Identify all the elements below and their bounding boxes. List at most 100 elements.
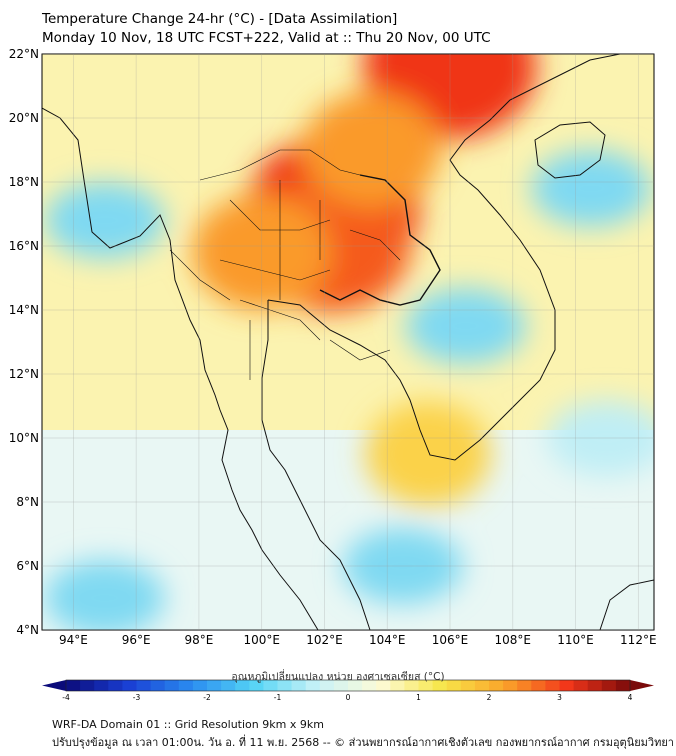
longitude-label: 102°E <box>306 633 343 647</box>
colorbar-segment <box>489 680 504 691</box>
province-lines <box>169 149 401 380</box>
latitude-label: 6°N <box>16 559 39 573</box>
colorbar-segment <box>531 680 546 691</box>
cold-anomaly <box>546 400 654 476</box>
latitude-label: 12°N <box>9 367 39 381</box>
colorbar-segment <box>559 680 575 691</box>
colorbar-max-extend <box>630 680 654 691</box>
footer-credits: ปรับปรุงข้อมูล ณ เวลา 01:00น. วัน อ. ที่… <box>52 736 674 749</box>
warm-anomaly <box>301 92 442 208</box>
colorbar-segment <box>348 680 363 691</box>
cold-anomaly <box>531 150 652 227</box>
colorbar-tick-label: 3 <box>557 693 562 702</box>
cold-anomaly <box>44 182 165 259</box>
longitude-label: 100°E <box>243 633 280 647</box>
longitude-label: 106°E <box>432 633 469 647</box>
coastlines <box>42 54 654 630</box>
colorbar-tick-label: 1 <box>416 693 421 702</box>
colorbar-segment <box>221 680 236 691</box>
colorbar-segment <box>291 680 307 691</box>
colorbar-segment <box>474 680 490 691</box>
colorbar-segment <box>94 680 109 691</box>
colorbar-segment <box>432 680 448 691</box>
colorbar-title: อุณหภูมิเปลี่ยนแปลง หน่วย องศาเซลเซียส (… <box>231 671 445 683</box>
latitude-label: 8°N <box>16 495 39 509</box>
warm-anomaly <box>365 401 491 507</box>
latitude-labels: 22°N 20°N 18°N 16°N 14°N 12°N 10°N 8°N 6°N 4°N <box>9 47 39 637</box>
graticule <box>42 54 654 630</box>
colorbar-segment <box>333 680 349 691</box>
longitude-label: 104°E <box>369 633 406 647</box>
colorbar-segment <box>207 680 222 691</box>
colorbar-tick-label: 0 <box>346 693 351 702</box>
colorbar-tick-label: -2 <box>203 693 211 702</box>
colorbar-tick-label: -4 <box>62 693 70 702</box>
colorbar: -4 -3 -2 -1 0 1 2 3 4 <box>42 679 654 702</box>
longitude-labels: 94°E 96°E 98°E 100°E 102°E 104°E 106°E 108°E 110… <box>59 633 657 647</box>
colorbar-segment <box>178 680 194 691</box>
colorbar-segment <box>390 680 405 691</box>
colorbar-segment <box>503 680 518 691</box>
latitude-label: 18°N <box>9 175 39 189</box>
colorbar-tick-label: -3 <box>133 693 141 702</box>
latitude-label: 10°N <box>9 431 39 445</box>
east-coastline <box>261 300 371 630</box>
colorbar-segment <box>517 680 532 691</box>
colorbar-segment <box>66 680 81 691</box>
cold-anomaly <box>342 528 463 604</box>
gulf-coast <box>267 54 621 461</box>
colorbar-segment <box>235 680 250 691</box>
colorbar-segment <box>277 680 293 691</box>
latitude-label: 16°N <box>9 239 39 253</box>
colorbar-segment <box>376 680 391 691</box>
thailand-laos-border <box>319 174 441 306</box>
longitude-label: 112°E <box>620 633 657 647</box>
colorbar-segment <box>446 680 462 691</box>
colorbar-segment <box>150 680 166 691</box>
west-coastline <box>42 107 319 630</box>
colorbar-segment <box>108 680 123 691</box>
colorbar-segment <box>545 680 560 691</box>
hainan-island <box>534 121 606 179</box>
colorbar-segment <box>319 680 335 691</box>
colorbar-tick-label: 4 <box>628 693 633 702</box>
longitude-label: 108°E <box>495 633 532 647</box>
colorbar-segment <box>122 680 137 691</box>
colorbar-segment <box>601 680 617 691</box>
map-title: Temperature Change 24-hr (°C) - [Data As… <box>42 11 398 27</box>
colorbar-segment <box>263 680 278 691</box>
colorbar-segment <box>192 680 208 691</box>
colorbar-segment <box>305 680 321 691</box>
colorbar-segment <box>164 680 180 691</box>
cold-anomaly <box>405 288 526 364</box>
colorbar-tick-label: -1 <box>274 693 282 702</box>
map-frame <box>41 53 655 631</box>
longitude-label: 98°E <box>184 633 213 647</box>
colorbar-segment <box>418 680 434 691</box>
colorbar-segment <box>249 680 264 691</box>
warm-anomaly <box>192 194 332 311</box>
colorbar-segment <box>573 680 589 691</box>
colorbar-segment <box>80 680 95 691</box>
latitude-label: 4°N <box>16 623 39 637</box>
latitude-label: 14°N <box>9 303 39 317</box>
longitude-label: 110°E <box>557 633 594 647</box>
latitude-label: 20°N <box>9 111 39 125</box>
borneo-coast <box>599 579 654 630</box>
latitude-label: 22°N <box>9 47 39 61</box>
footer-domain-info: WRF-DA Domain 01 :: Grid Resolution 9km … <box>52 718 324 731</box>
colorbar-min-extend <box>42 680 66 691</box>
map-subtitle: Monday 10 Nov, 18 UTC FCST+222, Valid at… <box>42 30 491 46</box>
colorbar-segment <box>404 680 419 691</box>
colorbar-segment <box>362 680 377 691</box>
colorbar-tick-label: 2 <box>487 693 492 702</box>
colorbar-segment <box>587 680 603 691</box>
anomaly-field <box>42 54 654 630</box>
longitude-label: 94°E <box>59 633 88 647</box>
colorbar-segment <box>460 680 476 691</box>
colorbar-segment <box>136 680 152 691</box>
cold-anomaly <box>44 560 165 630</box>
colorbar-segment <box>615 680 631 691</box>
longitude-label: 96°E <box>122 633 151 647</box>
